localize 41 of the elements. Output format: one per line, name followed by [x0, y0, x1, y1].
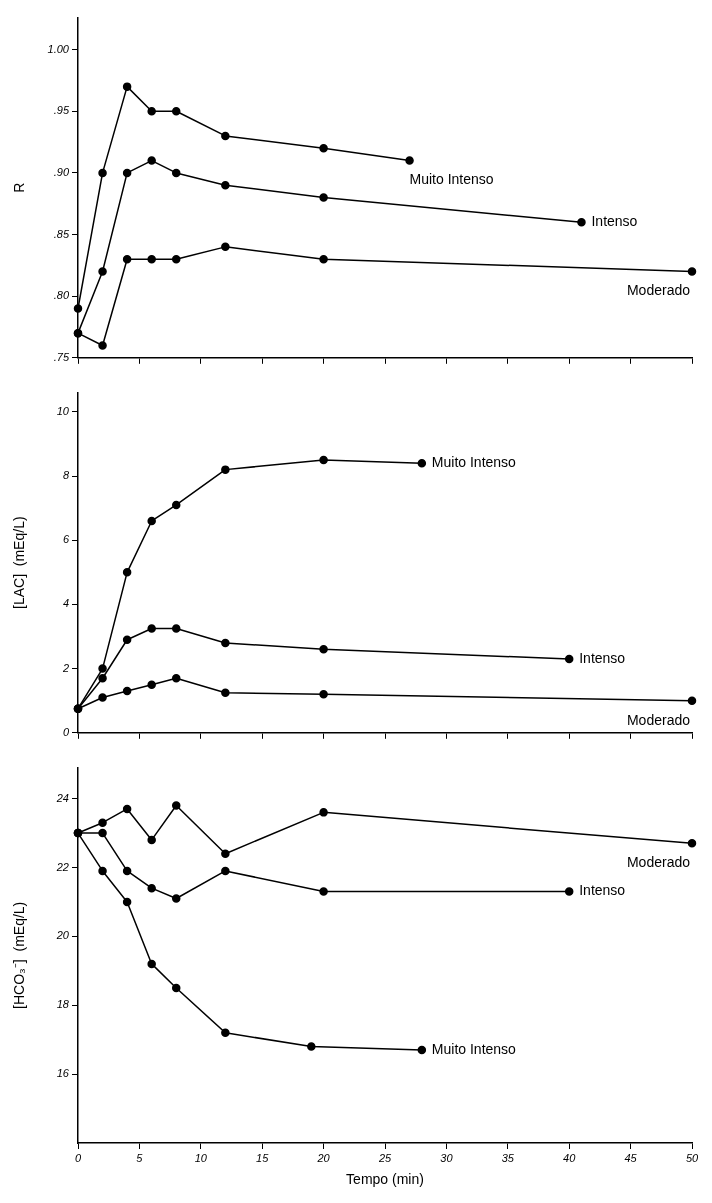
y-tick-label: 10	[56, 404, 70, 417]
series-label: Intenso	[579, 649, 626, 666]
y-tick-label: .75	[53, 350, 70, 363]
series-label: Intenso	[579, 882, 626, 899]
y-tick-label: .85	[53, 227, 70, 240]
series-label: Moderado	[626, 854, 691, 871]
y-tick-label: 18	[56, 998, 70, 1011]
y-tick-label: 8	[62, 469, 70, 482]
series-label: Intenso	[591, 213, 638, 230]
y-axis-title: [HCO₃⁻] (mEq/L)	[11, 901, 28, 1009]
x-tick-label: 20	[316, 1151, 331, 1164]
x-axis-title: Tempo (min)	[346, 1171, 424, 1188]
y-tick-label: 24	[55, 791, 69, 804]
y-tick-label: .90	[53, 165, 70, 178]
x-tick-label: 30	[440, 1151, 454, 1164]
x-tick-label: 10	[194, 1151, 208, 1164]
y-tick-label: 20	[55, 929, 70, 942]
y-tick-label: 1.00	[47, 42, 70, 55]
y-axis-title: [LAC] (mEq/L)	[11, 516, 28, 609]
y-tick-label: 6	[62, 533, 70, 546]
x-tick-label: 50	[685, 1151, 699, 1164]
y-tick-label: 0	[62, 725, 70, 738]
series-label: Muito Intenso	[431, 454, 517, 471]
x-tick-label: 0	[74, 1151, 82, 1164]
series-label: Moderado	[626, 711, 691, 728]
series-label: Muito Intenso	[431, 1040, 517, 1057]
series-label: Moderado	[626, 282, 691, 299]
y-tick-label: 4	[62, 597, 69, 610]
y-tick-label: 2	[61, 661, 69, 674]
y-axis-title: R	[11, 182, 28, 193]
x-tick-label: 25	[377, 1151, 392, 1164]
y-tick-label: 16	[56, 1067, 70, 1080]
x-tick-label: 40	[563, 1151, 577, 1164]
x-tick-label: 35	[501, 1151, 515, 1164]
x-tick-label: 45	[624, 1151, 638, 1164]
series-label: Muito Intenso	[409, 171, 494, 188]
y-tick-label: 22	[55, 860, 69, 873]
y-tick-label: .80	[53, 289, 70, 302]
x-tick-label: 5	[136, 1151, 144, 1164]
y-tick-label: .95	[53, 104, 70, 117]
x-tick-label: 15	[256, 1151, 270, 1164]
